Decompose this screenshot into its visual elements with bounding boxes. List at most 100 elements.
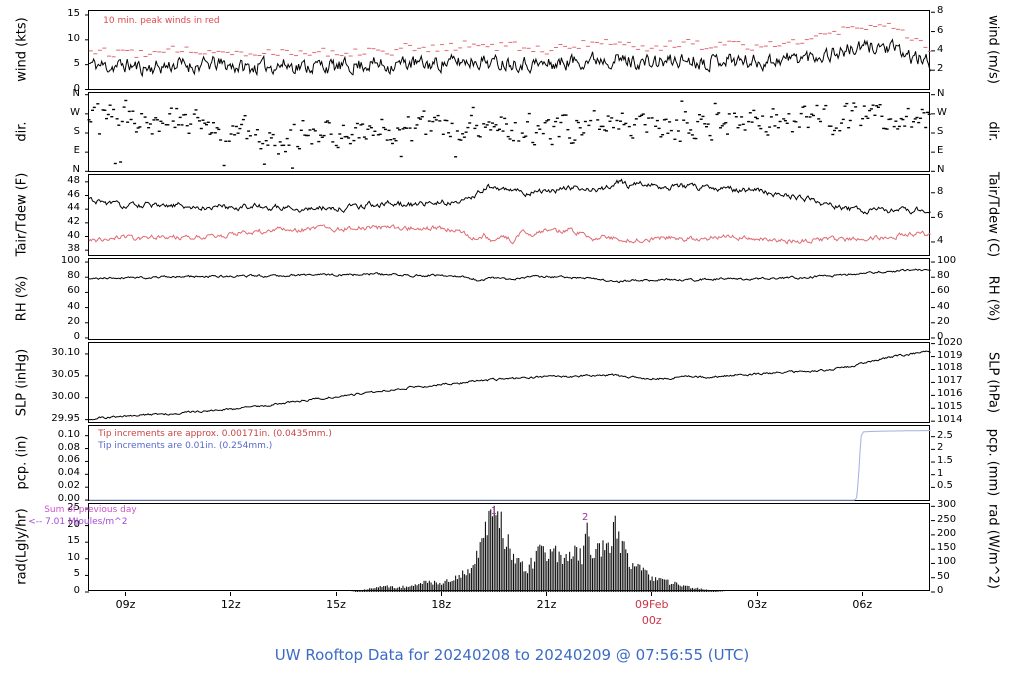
series-tdew <box>88 224 931 245</box>
x-tick-mark <box>440 592 442 596</box>
panel-pcp <box>85 425 935 501</box>
y-tick-label-left-slp: 29.95 <box>51 412 80 424</box>
y-tick-label-left-pcp: 0.02 <box>57 480 80 492</box>
series-relative-humidity <box>88 268 931 284</box>
y-tick-label-left-wind: 15 <box>67 7 80 19</box>
y-tick-label-left-pcp: 0.08 <box>57 441 80 453</box>
y-tick-label-left-dir: E <box>73 145 80 157</box>
y-tick-label-left-temp: 42 <box>67 215 80 227</box>
y-tick-label-right-rad: 150 <box>937 542 957 554</box>
y-tick-label-left-temp: 48 <box>67 174 80 186</box>
x-tick-mark <box>546 592 548 596</box>
y-tick-label-left-temp: 38 <box>67 243 80 255</box>
series-precip-accum <box>89 430 931 501</box>
y-tick-label-right-rad: 50 <box>937 570 950 582</box>
panel-rad-plot-area <box>85 505 935 593</box>
x-tick-mark <box>651 592 653 596</box>
y-tick-label-right-rad: 300 <box>937 499 957 511</box>
annotation-wind-0: 10 min. peak winds in red <box>103 15 220 26</box>
y-tick-label-right-slp: 1018 <box>937 362 963 374</box>
y-tick-label-left-temp: 44 <box>67 202 80 214</box>
annotation-rad-0: Sum of previous day <box>44 504 137 515</box>
y-tick-label-left-pcp: 0.06 <box>57 454 80 466</box>
panel-pcp-plot-area <box>85 430 935 501</box>
y-tick-label-right-rad: 100 <box>937 556 957 568</box>
y-tick-label-left-rad: 0 <box>73 585 80 596</box>
y-tick-label-left-slp: 30.05 <box>51 368 80 380</box>
x-tick-mark <box>861 592 863 596</box>
y-tick-label-left-rad: 20 <box>67 518 80 530</box>
y-tick-label-right-dir: N <box>937 164 945 176</box>
panel-temp-plot-area <box>85 178 935 251</box>
y-tick-label-right-slp: 1015 <box>937 401 963 413</box>
x-tick-label-4: 21z <box>536 598 557 611</box>
y-tick-label-right-wind: 4 <box>937 43 944 55</box>
panel-rh <box>85 258 935 340</box>
y-tick-label-right-temp: 8 <box>937 185 944 197</box>
y-tick-label-right-slp: 1019 <box>937 349 963 361</box>
annotation-rad-3: 2 <box>581 511 589 523</box>
series-tair <box>88 178 931 215</box>
panel-temp <box>85 174 935 256</box>
y-tick-label-left-rh: 60 <box>67 285 80 297</box>
panel-wind-plot-area <box>85 11 935 91</box>
y-tick-label-left-pcp: 0.10 <box>57 428 80 440</box>
y-tick-label-right-rh: 60 <box>937 285 950 297</box>
annotation-rad-2: 1 <box>490 505 498 517</box>
y-tick-label-right-dir: E <box>937 145 944 157</box>
y-tick-label-left-slp: 30.10 <box>51 346 80 358</box>
panel-slp-plot-area <box>85 343 935 422</box>
y-tick-label-right-pcp: 2.5 <box>937 429 953 441</box>
panel-wind <box>85 10 935 91</box>
panel-slp <box>85 342 935 423</box>
y-tick-label-right-slp: 1017 <box>937 375 963 387</box>
y-tick-label-left-rad: 10 <box>67 551 80 563</box>
y-tick-label-right-pcp: 1.5 <box>937 455 953 467</box>
y-tick-label-left-rad: 5 <box>73 568 80 580</box>
y-tick-label-right-pcp: 1 <box>937 467 944 479</box>
y-tick-label-left-wind: 10 <box>67 32 80 44</box>
series-wind-speed <box>88 38 932 78</box>
series-solar-radiation <box>351 505 725 592</box>
y-tick-label-left-temp: 46 <box>67 188 80 200</box>
y-tick-label-right-slp: 1020 <box>937 336 963 348</box>
x-tick-label-0: 09z <box>115 598 136 611</box>
x-tick-label-6: 03z <box>747 598 767 611</box>
axis-title-right-rad: rad (W/m^2) <box>985 504 1001 589</box>
annotation-pcp-1: Tip increments are 0.01in. (0.254mm.) <box>98 440 273 451</box>
y-tick-label-right-slp: 1014 <box>937 414 963 426</box>
panel-rh-plot-area <box>85 261 935 339</box>
x-tick-label-5: 09Feb <box>635 598 669 611</box>
y-tick-label-right-rh: 0 <box>937 330 944 342</box>
y-tick-label-left-dir: N <box>72 87 80 99</box>
y-tick-label-right-slp: 1016 <box>937 388 963 400</box>
y-tick-label-right-temp: 6 <box>937 210 944 222</box>
y-tick-label-right-rad: 250 <box>937 513 957 525</box>
y-tick-label-right-temp: 4 <box>937 234 944 246</box>
axis-title-left-rad: rad(Lgly/hr) <box>14 508 30 585</box>
x-tick-label-3: 18z <box>431 598 452 611</box>
x-tick-mark <box>230 592 232 596</box>
y-tick-label-left-pcp: 0.00 <box>57 493 80 505</box>
x-tick-mark <box>335 592 337 596</box>
y-tick-label-right-wind: 8 <box>937 5 944 17</box>
y-tick-label-right-wind: 2 <box>937 63 944 75</box>
chart-title: UW Rooftop Data for 20240208 to 20240209… <box>274 646 750 664</box>
y-tick-label-right-dir: S <box>937 126 944 137</box>
x-tick-label-7: 06z <box>852 598 873 611</box>
y-tick-label-left-rad: 15 <box>67 535 80 547</box>
y-tick-label-right-wind: 6 <box>937 24 944 36</box>
series-sea-level-pressure <box>88 350 931 421</box>
panel-dir-plot-area <box>85 94 935 172</box>
y-tick-label-right-rh: 40 <box>937 300 950 312</box>
y-tick-label-left-rh: 0 <box>73 330 80 342</box>
series-peak-wind-10min <box>88 22 932 58</box>
x-tick-mark <box>756 592 758 596</box>
y-tick-label-left-dir: W <box>70 106 80 118</box>
x-tick-mark <box>125 592 127 596</box>
y-tick-label-right-pcp: 0.5 <box>937 480 953 492</box>
panel-rad <box>85 503 935 593</box>
series-wind-direction <box>87 99 931 169</box>
x-tick-label-1: 12z <box>220 598 241 611</box>
y-tick-label-right-dir: N <box>937 87 945 99</box>
